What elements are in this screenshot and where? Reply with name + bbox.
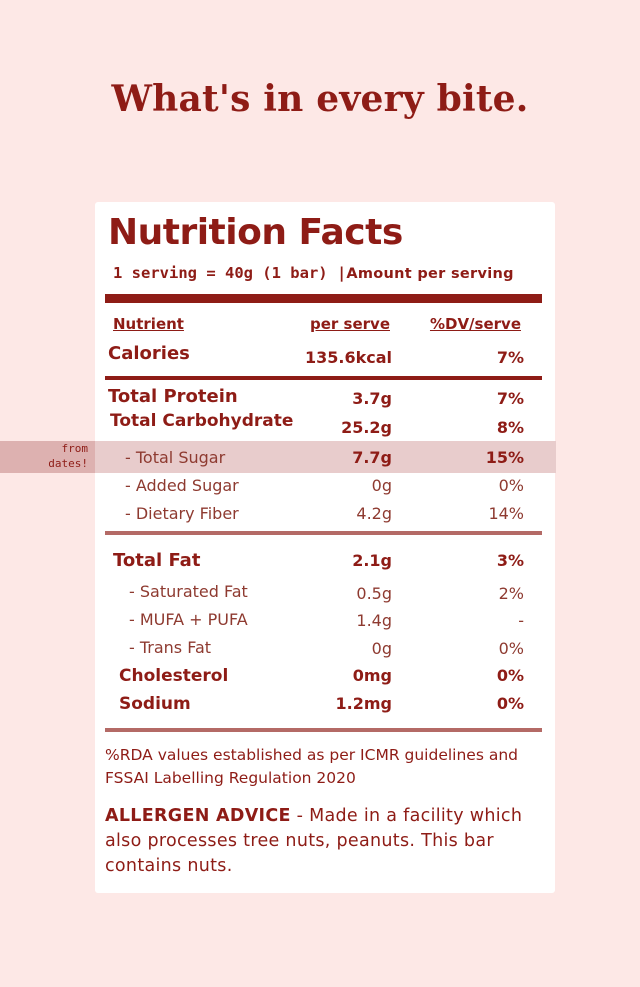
calories-value: 135.6kcal	[304, 348, 392, 367]
protein-dv: 7%	[496, 389, 524, 408]
sodium-dv: 0%	[496, 694, 524, 713]
allergen-advice: ALLERGEN ADVICE - Made in a facility whi…	[105, 804, 555, 879]
trans-fat-value: 0g	[371, 639, 392, 658]
nutrition-facts-title: Nutrition Facts	[108, 212, 403, 253]
sugar-note: from dates!	[48, 442, 88, 470]
carbohydrate-value: 25.2g	[341, 418, 392, 437]
cholesterol-value: 0mg	[352, 666, 392, 685]
protein-value: 3.7g	[352, 389, 392, 408]
total-sugar-dv: 15%	[485, 448, 524, 467]
carbohydrate-dv: 8%	[496, 418, 524, 437]
added-sugar-label: - Added Sugar	[125, 476, 239, 495]
mufa-pufa-label: - MUFA + PUFA	[129, 610, 248, 629]
sugar-note-highlight	[0, 441, 95, 473]
column-dv: %DV/serve	[429, 315, 521, 333]
saturated-fat-label: - Saturated Fat	[129, 582, 248, 601]
calories-dv: 7%	[496, 348, 524, 367]
calories-label: Calories	[108, 343, 190, 364]
dietary-fiber-value: 4.2g	[356, 504, 392, 523]
dietary-fiber-label: - Dietary Fiber	[125, 504, 239, 523]
total-fat-value: 2.1g	[352, 551, 392, 570]
column-nutrient: Nutrient	[113, 315, 184, 333]
headline: What's in every bite.	[111, 78, 529, 120]
rda-footnote: %RDA values established as per ICMR guid…	[105, 746, 518, 787]
total-sugar-label: - Total Sugar	[125, 448, 226, 467]
saturated-fat-dv: 2%	[498, 584, 524, 603]
mufa-pufa-dv: -	[518, 611, 524, 630]
amount-per-serving: Amount per serving	[346, 266, 514, 282]
total-sugar-value: 7.7g	[352, 448, 392, 467]
total-fat-label: Total Fat	[113, 550, 201, 571]
dietary-fiber-dv: 14%	[488, 504, 524, 523]
divider-calories	[105, 376, 542, 380]
sodium-value: 1.2mg	[335, 694, 392, 713]
trans-fat-dv: 0%	[498, 639, 524, 658]
allergen-label: ALLERGEN ADVICE	[105, 806, 291, 826]
cholesterol-dv: 0%	[496, 666, 524, 685]
protein-label: Total Protein	[108, 386, 238, 407]
total-fat-dv: 3%	[496, 551, 524, 570]
column-per-serve: per serve	[310, 315, 390, 333]
added-sugar-value: 0g	[371, 476, 392, 495]
sodium-label: Sodium	[119, 694, 191, 714]
carbohydrate-label: Total Carbohydrate	[110, 411, 294, 431]
saturated-fat-value: 0.5g	[356, 584, 392, 603]
mufa-pufa-value: 1.4g	[356, 611, 392, 630]
serving-size: 1 serving = 40g (1 bar) |Amount per serv…	[113, 264, 514, 282]
trans-fat-label: - Trans Fat	[129, 638, 212, 657]
divider-bottom	[105, 728, 542, 732]
allergen-text: - Made in a facility which also processe…	[105, 806, 523, 876]
divider-carbs	[105, 531, 542, 535]
thick-divider	[105, 294, 542, 303]
serving-separator: |	[336, 264, 347, 282]
cholesterol-label: Cholesterol	[119, 666, 229, 686]
nutrition-card	[95, 202, 555, 893]
serving-text: 1 serving = 40g (1 bar)	[113, 264, 328, 282]
added-sugar-dv: 0%	[498, 476, 524, 495]
